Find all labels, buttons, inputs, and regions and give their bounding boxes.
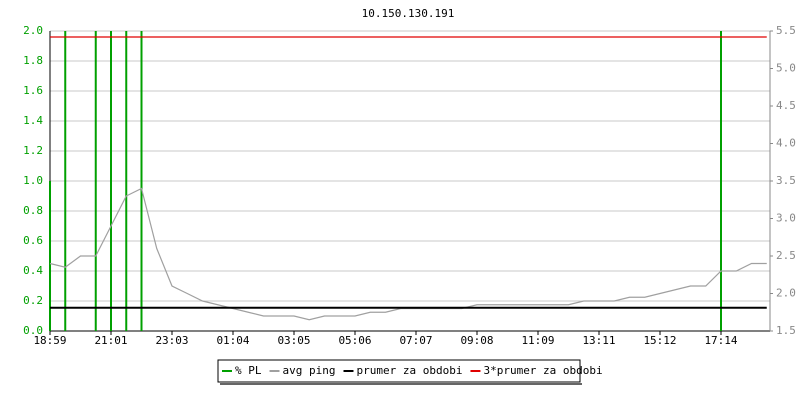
x-tick-label: 18:59 <box>33 334 66 347</box>
y2-tick-label: 3.5 <box>776 174 796 187</box>
chart-title: 10.150.130.191 <box>362 7 455 20</box>
y2-tick-label: 4.0 <box>776 137 796 150</box>
legend-label: 3*prumer za obdobi <box>483 364 602 377</box>
legend-box <box>217 359 581 383</box>
legend-label: avg ping <box>283 364 336 377</box>
y-tick-label: 0.0 <box>23 324 43 337</box>
x-tick-label: 23:03 <box>155 334 188 347</box>
y-tick-label: 2.0 <box>23 24 43 37</box>
legend-label: prumer za obdobi <box>356 364 462 377</box>
y-tick-label: 1.0 <box>23 174 43 187</box>
y-tick-label: 1.8 <box>23 54 43 67</box>
y-tick-label: 0.8 <box>23 204 43 217</box>
x-tick-label: 05:06 <box>338 334 371 347</box>
x-tick-label: 21:01 <box>94 334 127 347</box>
y2-tick-label: 5.5 <box>776 24 796 37</box>
x-tick-label: 15:12 <box>643 334 676 347</box>
x-tick-label: 11:09 <box>521 334 554 347</box>
y-tick-label: 1.4 <box>23 114 43 127</box>
y-tick-label: 0.2 <box>23 294 43 307</box>
y2-tick-label: 3.0 <box>776 212 796 225</box>
y2-tick-label: 2.0 <box>776 287 796 300</box>
x-tick-label: 01:04 <box>216 334 249 347</box>
series-line <box>49 187 767 321</box>
y2-tick-label: 4.5 <box>776 99 796 112</box>
x-tick-label: 09:08 <box>460 334 493 347</box>
x-tick-label: 07:07 <box>399 334 432 347</box>
y2-tick-label: 1.5 <box>776 324 796 337</box>
y-tick-label: 0.6 <box>23 234 43 247</box>
y2-tick-label: 2.5 <box>776 249 796 262</box>
x-tick-label: 17:14 <box>704 334 737 347</box>
x-tick-label: 13:11 <box>582 334 615 347</box>
y2-tick-label: 5.0 <box>776 62 796 75</box>
y-tick-label: 1.6 <box>23 84 43 97</box>
x-tick-label: 03:05 <box>277 334 310 347</box>
y-tick-label: 0.4 <box>23 264 43 277</box>
legend-label: % PL <box>235 364 262 377</box>
y-tick-label: 1.2 <box>23 144 43 157</box>
